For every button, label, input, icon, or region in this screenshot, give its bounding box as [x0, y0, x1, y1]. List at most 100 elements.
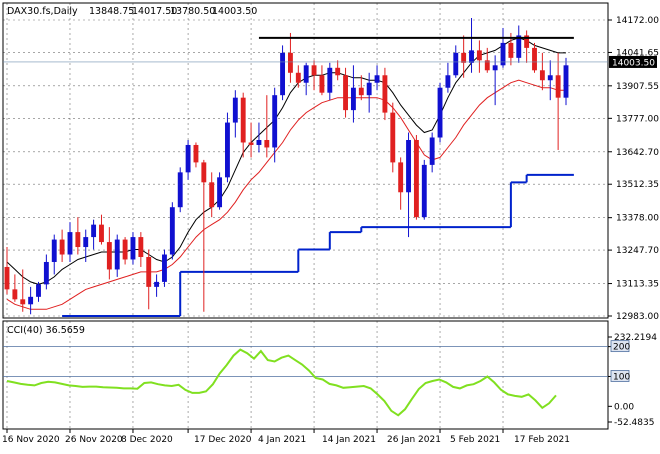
time-tick-label: 14 Jan 2021	[322, 435, 376, 445]
bull-candle	[516, 35, 522, 58]
cci-level-badge	[610, 370, 630, 382]
bull-candle	[500, 42, 506, 66]
bear-candle	[555, 75, 561, 98]
cci-level-label: 100	[613, 372, 630, 382]
price-tag-background	[609, 55, 657, 68]
bull-candle	[232, 97, 238, 123]
bull-candle	[547, 75, 553, 81]
bull-candle	[51, 239, 57, 262]
bull-candle	[445, 75, 451, 88]
bull-candle	[453, 52, 459, 76]
bear-candle	[319, 75, 325, 93]
bull-candle	[272, 95, 278, 148]
bear-candle	[295, 72, 301, 83]
price-tick-label: 13512.35	[616, 180, 659, 190]
bull-candle	[492, 65, 498, 71]
open-value: 13848.75	[89, 6, 134, 17]
price-tick-label: 12983.00	[616, 312, 659, 322]
bear-candle	[382, 75, 388, 113]
symbol-label: DAX30.fs,Daily	[7, 6, 78, 17]
bear-candle	[484, 60, 490, 71]
bull-candle	[43, 261, 49, 285]
time-tick-label: 4 Jan 2021	[258, 435, 306, 445]
price-tag-text: 14003.50	[612, 58, 655, 68]
close-value: 14003.50	[212, 6, 257, 17]
price-tick-label: 14172.00	[616, 16, 659, 26]
bear-candle	[524, 35, 530, 48]
cci-tick-label: 0.00	[614, 402, 634, 412]
bull-candle	[350, 87, 356, 111]
bull-candle	[185, 144, 191, 173]
bull-candle	[256, 139, 262, 145]
cci-tick-label: 232.2194	[614, 333, 657, 343]
price-tick-label: 13777.00	[616, 114, 659, 124]
bull-candle	[469, 50, 474, 63]
price-tick-label: 13113.35	[616, 280, 659, 290]
bear-candle	[209, 182, 215, 208]
bull-candle	[366, 82, 372, 96]
bear-candle	[138, 237, 144, 257]
time-tick-label: 26 Nov 2020	[65, 435, 123, 445]
time-tick-label: 17 Feb 2021	[514, 435, 570, 445]
bull-candle	[169, 207, 175, 255]
time-tick-label: 16 Nov 2020	[2, 435, 60, 445]
bull-candle	[36, 284, 41, 297]
bear-candle	[106, 242, 112, 270]
low-value: 13780.50	[170, 6, 215, 17]
bull-candle	[67, 232, 73, 255]
bear-candle	[248, 142, 254, 145]
bear-candle	[122, 239, 128, 260]
bull-candle	[303, 65, 309, 83]
bull-candle	[225, 122, 230, 178]
bull-candle	[429, 137, 435, 165]
bull-candle	[154, 281, 160, 287]
price-tick-label: 13247.70	[616, 246, 659, 256]
bear-candle	[343, 75, 348, 111]
bull-candle	[217, 177, 223, 208]
time-tick-label: 17 Dec 2020	[194, 435, 252, 445]
cci-level-badge	[610, 340, 630, 353]
bull-candle	[437, 87, 443, 138]
time-tick-label: 5 Feb 2021	[450, 435, 500, 445]
bear-candle	[461, 52, 467, 63]
bull-candle	[177, 172, 183, 208]
bull-candle	[162, 254, 167, 282]
bull-candle	[130, 237, 136, 260]
bear-candle	[146, 256, 152, 287]
bear-candle	[413, 139, 419, 218]
bull-candle	[563, 65, 569, 98]
bull-candle	[91, 224, 97, 238]
price-tick-label: 13907.55	[616, 82, 659, 92]
bear-candle	[20, 299, 26, 305]
bear-candle	[4, 266, 10, 290]
bear-candle	[508, 42, 514, 58]
bull-candle	[327, 67, 333, 93]
bear-candle	[201, 162, 207, 183]
bull-candle	[28, 296, 34, 305]
bear-candle	[311, 65, 317, 76]
bear-candle	[75, 232, 81, 248]
bear-candle	[287, 52, 293, 73]
time-tick-label: 26 Jan 2021	[387, 435, 441, 445]
price-panel-frame	[2, 2, 609, 319]
cci-title: CCI(40) 36.5659	[7, 325, 85, 336]
bear-candle	[264, 139, 270, 148]
bear-candle	[532, 47, 537, 71]
bear-candle	[99, 224, 104, 243]
cci-series	[3, 346, 608, 417]
bull-candle	[421, 164, 427, 218]
bear-candle	[398, 162, 404, 193]
chart-header: DAX30.fs,Daily 13848.75 14017.50 13780.5…	[7, 6, 257, 17]
candles-series	[4, 18, 569, 315]
bear-candle	[240, 97, 246, 143]
cci-panel-frame	[2, 320, 609, 430]
bull-candle	[83, 237, 89, 248]
bear-candle	[390, 112, 396, 163]
axis-labels: 14172.00 14041.65 13907.55 13777.00 13642.70…	[2, 16, 659, 445]
current-price-tag: 14003.50	[609, 55, 657, 68]
bull-candle	[406, 139, 411, 193]
cci-level-label: 200	[613, 343, 630, 353]
price-tick-label: 13642.70	[616, 148, 659, 158]
